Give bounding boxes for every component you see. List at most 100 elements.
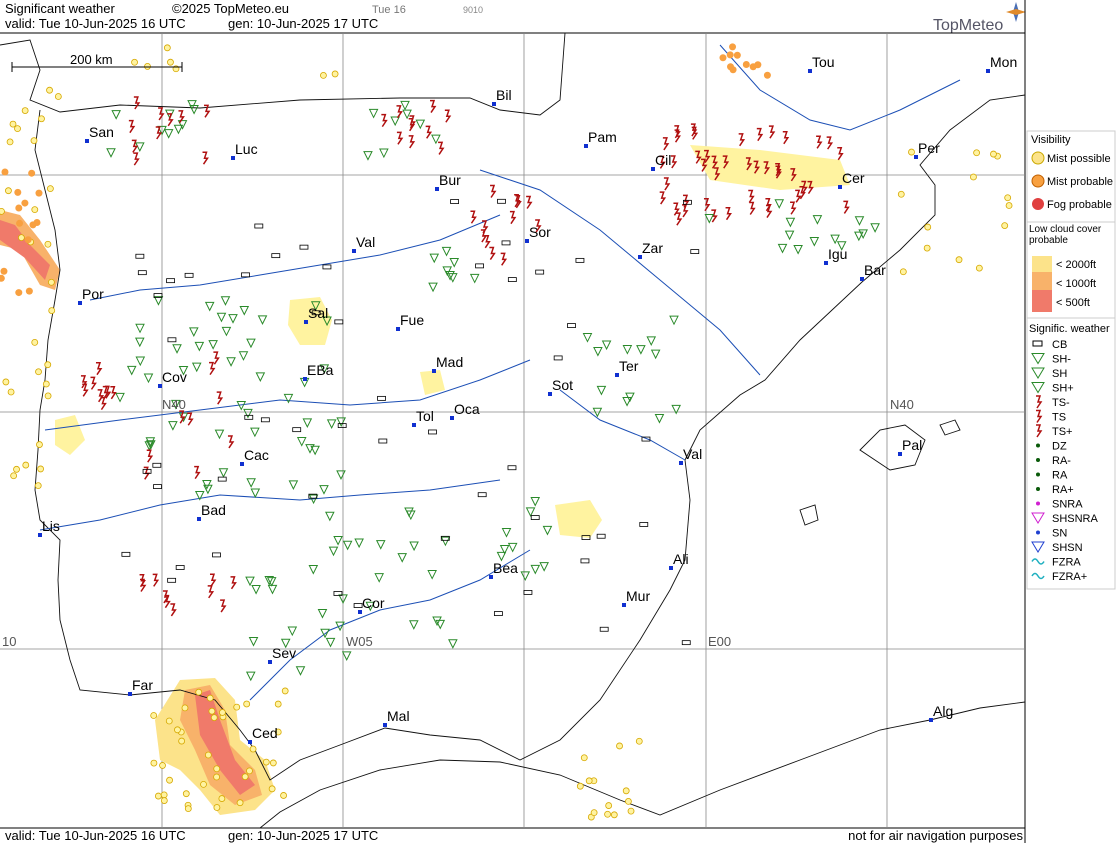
shower-symbol (202, 479, 212, 490)
mist-symbol (206, 694, 214, 702)
cb-symbol (575, 257, 585, 263)
legend-icon (1031, 541, 1045, 553)
thunderstorm-symbol (515, 195, 522, 209)
shower-symbol (310, 445, 320, 456)
shower-symbol (322, 316, 332, 327)
mist-symbol (54, 93, 62, 100)
shower-symbol (525, 507, 536, 518)
mist-symbol (320, 72, 327, 79)
shower-symbol (375, 540, 386, 550)
thunderstorm-symbol (753, 160, 761, 174)
mist-symbol (5, 187, 12, 195)
mist-probable-symbol (729, 43, 737, 51)
footer-valid: valid: Tue 10-Jun-2025 16 UTC (5, 828, 186, 843)
shower-symbol (793, 244, 803, 255)
mist-symbol (923, 244, 931, 252)
shower-symbol (530, 496, 541, 507)
shower-symbol (308, 565, 319, 575)
shower-symbol (341, 651, 352, 661)
shower-symbol (126, 365, 137, 376)
city-dot (231, 156, 235, 160)
shower-symbol (593, 346, 603, 357)
shower-symbol (650, 349, 661, 360)
shower-symbol (409, 541, 419, 552)
shower-symbol (135, 356, 146, 367)
city-dot (358, 610, 362, 614)
shower-symbol (288, 480, 299, 491)
shower-symbol (622, 345, 633, 355)
shower-symbol (428, 282, 438, 293)
mist-symbol (218, 795, 226, 802)
mist-symbol (163, 44, 171, 52)
mist-symbol (955, 256, 963, 264)
legend-icon (1036, 501, 1040, 506)
mist-symbol (44, 392, 52, 400)
city-label: Bur (439, 172, 461, 188)
thunderstorm-symbol (722, 155, 730, 169)
shower-symbol (836, 241, 847, 251)
shower-symbol (145, 437, 156, 447)
shower-symbol (248, 637, 259, 647)
shower-symbol (157, 125, 167, 136)
thunderstorm-symbol (152, 573, 160, 587)
shower-symbol (601, 340, 612, 351)
shower-symbol (163, 129, 174, 139)
city-dot (548, 392, 552, 396)
cb-symbol (153, 293, 163, 298)
map: San Luc Bil Pam Tou Mon Per Cil Cer Bur Sor Zar Val I… (0, 32, 1026, 829)
shower-symbol (669, 315, 679, 326)
thunderstorm-symbol (207, 585, 215, 599)
shower-symbol (243, 408, 253, 419)
thunderstorm-symbol (659, 191, 667, 205)
mist-probable-symbol (24, 236, 32, 244)
shower-symbol (267, 584, 278, 595)
mist-probable-symbol (21, 199, 29, 207)
thunderstorm-symbol (843, 200, 850, 214)
legend-item: RA+ (1052, 484, 1074, 496)
city-label: Mal (387, 708, 410, 724)
city-label: Ced (252, 725, 278, 741)
city-dot (78, 301, 82, 305)
legend-icon (1031, 558, 1045, 565)
city-label: Mad (436, 354, 463, 370)
legend-icon (1031, 572, 1045, 580)
shower-symbol (530, 564, 541, 575)
thunderstorm-symbol (209, 361, 216, 376)
cb-symbol (152, 462, 162, 468)
city-label: Cac (244, 447, 269, 463)
mist-symbol (331, 70, 339, 78)
mist-symbol (268, 785, 276, 793)
shower-symbol (208, 340, 218, 350)
thunderstorm-symbol (725, 206, 732, 221)
thunderstorm-symbol (690, 123, 698, 137)
legend-item: RA (1052, 470, 1068, 482)
cb-symbol (322, 264, 332, 270)
mist-symbol (204, 751, 212, 759)
shower-symbol (239, 306, 250, 316)
thunderstorm-symbol (837, 147, 844, 161)
legend: Visibility Mist possible Mist probable F… (1026, 130, 1116, 590)
mist-symbol (42, 380, 50, 388)
shower-symbol (442, 266, 453, 276)
thunderstorm-symbol (90, 376, 97, 390)
mist-symbol (31, 338, 39, 346)
thunderstorm-symbol (164, 594, 171, 609)
shower-symbol (812, 215, 823, 225)
mist-symbol (249, 745, 257, 753)
city-dot (412, 423, 416, 427)
shower-symbol (469, 273, 480, 284)
thunderstorm-symbol (489, 246, 496, 260)
cb-symbol (337, 423, 347, 428)
legend-item: < 2000ft (1056, 259, 1096, 271)
thunderstorm-symbol (102, 385, 110, 400)
shower-symbol (319, 485, 329, 495)
footer-note: not for air navigation purposes (848, 828, 1023, 843)
shower-symbol (496, 551, 507, 562)
thunderstorm-symbol (670, 155, 678, 169)
shower-symbol (427, 570, 437, 580)
city-label: Bar (864, 262, 886, 278)
mist-symbol (970, 173, 977, 181)
shower-symbol (520, 571, 531, 581)
city-dot (248, 740, 252, 744)
thunderstorm-symbol (220, 599, 227, 613)
